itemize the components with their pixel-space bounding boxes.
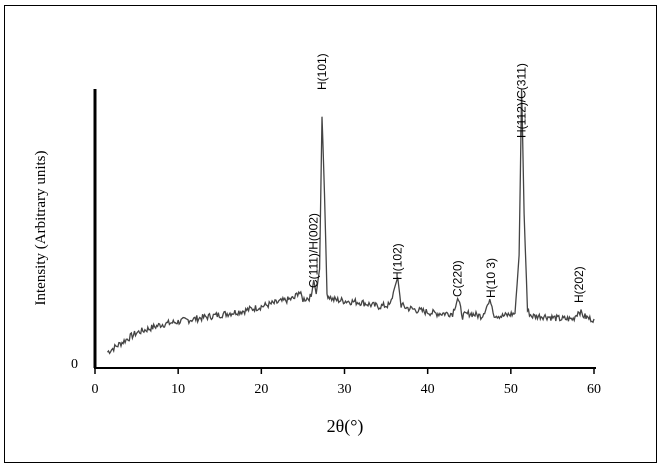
peak-label: C(220) <box>451 260 465 297</box>
figure-frame <box>4 5 657 463</box>
x-axis-title: 2θ(°) <box>327 416 364 437</box>
peak-label: H(202) <box>572 266 586 303</box>
y-ticks: 0 <box>71 357 78 372</box>
x-tick-label: 10 <box>171 382 185 397</box>
series-line <box>107 88 595 355</box>
x-tick-label: 50 <box>504 382 518 397</box>
y-axis-title: Intensity (Arbitrary units) <box>33 151 49 306</box>
x-tick-label: 40 <box>421 382 435 397</box>
peak-label: H(10 3) <box>484 258 498 298</box>
x-tick-label: 30 <box>338 382 352 397</box>
y-tick-label: 0 <box>71 357 78 372</box>
x-tick-label: 60 <box>587 382 601 397</box>
peak-label: H(101) <box>315 53 329 90</box>
peak-label: H(112)/C(311) <box>515 63 529 138</box>
x-tick-label: 0 <box>92 382 99 397</box>
x-tick-label: 20 <box>254 382 268 397</box>
x-ticks: 0 10 20 30 40 50 60 <box>92 368 601 397</box>
peak-label: C(111)/H(002) <box>307 213 321 288</box>
peak-label: H(102) <box>391 243 405 280</box>
peak-annotations: C(111)/H(002) H(101) H(102) C(220) H(10 3) H(… <box>307 53 586 303</box>
